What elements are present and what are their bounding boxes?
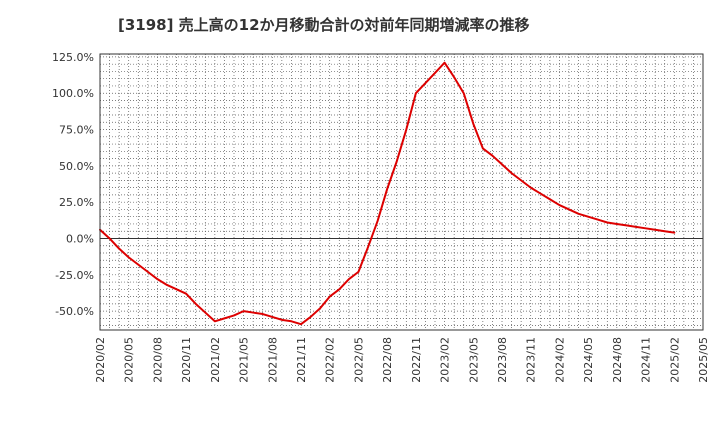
y-tick-label: 75.0% bbox=[59, 124, 94, 137]
x-tick-label: 2022/02 bbox=[324, 337, 337, 383]
x-tick-label: 2022/11 bbox=[410, 337, 423, 383]
y-tick-label: 0.0% bbox=[66, 232, 94, 245]
y-tick-label: 25.0% bbox=[59, 196, 94, 209]
x-tick-label: 2022/05 bbox=[352, 337, 365, 383]
x-tick-label: 2024/05 bbox=[582, 337, 595, 383]
x-tick-label: 2024/02 bbox=[553, 337, 566, 383]
x-axis-labels: 2020/02 2020/05 2020/08 2020/11 2021/02 2021/… bbox=[94, 337, 710, 383]
y-axis-labels: 125.0% 100.0% 75.0% 50.0% 25.0% 0.0% -25.0% -50… bbox=[52, 51, 94, 318]
x-tick-label: 2024/11 bbox=[640, 337, 653, 383]
x-tick-label: 2020/11 bbox=[180, 337, 193, 383]
x-tick-label: 2021/05 bbox=[238, 337, 251, 383]
series-layer bbox=[99, 61, 676, 326]
grid-lines bbox=[100, 54, 703, 330]
x-tick-label: 2021/02 bbox=[209, 337, 222, 383]
x-tick-label: 2024/08 bbox=[611, 337, 624, 383]
x-tick-label: 2023/08 bbox=[496, 337, 509, 383]
x-tick-label: 2025/02 bbox=[668, 337, 681, 383]
x-tick-label: 2021/11 bbox=[295, 337, 308, 383]
series-line bbox=[99, 61, 676, 326]
x-tick-label: 2020/02 bbox=[94, 337, 107, 383]
y-tick-label: 50.0% bbox=[59, 160, 94, 173]
y-tick-label: -50.0% bbox=[55, 305, 94, 318]
x-tick-label: 2020/05 bbox=[123, 337, 136, 383]
x-tick-label: 2022/08 bbox=[381, 337, 394, 383]
x-tick-label: 2023/11 bbox=[525, 337, 538, 383]
x-tick-label: 2020/08 bbox=[151, 337, 164, 383]
x-tick-label: 2021/08 bbox=[266, 337, 279, 383]
x-tick-label: 2023/02 bbox=[439, 337, 452, 383]
plot-frame bbox=[99, 53, 704, 331]
x-tick-label: 2023/05 bbox=[467, 337, 480, 383]
y-tick-label: -25.0% bbox=[55, 269, 94, 282]
y-tick-label: 100.0% bbox=[52, 87, 94, 100]
x-tick-label: 2025/05 bbox=[697, 337, 710, 383]
y-tick-label: 125.0% bbox=[52, 51, 94, 64]
chart-title: [3198] 売上高の12か月移動合計の対前年同期増減率の推移 bbox=[118, 16, 530, 34]
